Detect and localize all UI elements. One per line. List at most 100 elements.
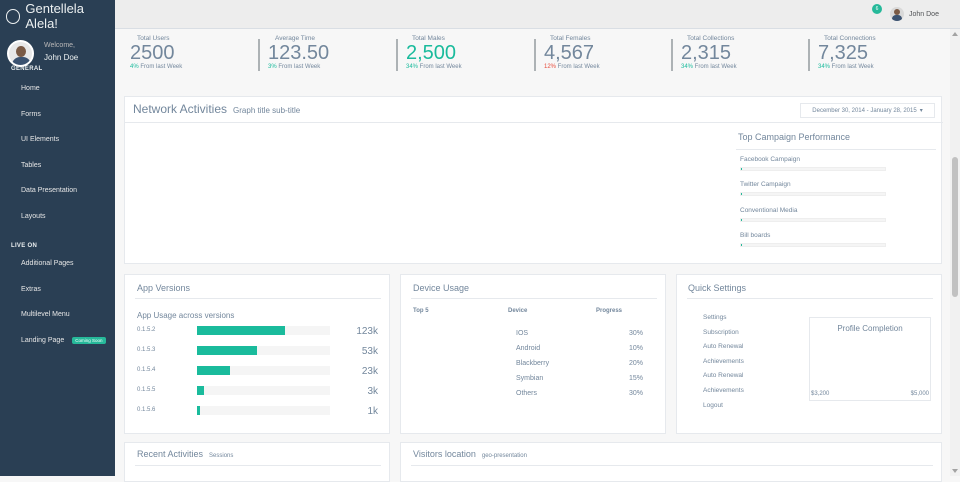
brand-name: Gentellela Alela! [25,1,84,31]
sidebar-item-additional-pages[interactable]: Additional Pages [21,260,74,268]
version-value: 23k [361,366,378,377]
sidebar-item-layouts[interactable]: Layouts [21,212,46,220]
panel-title: Recent Activities Sessions [137,449,234,459]
quick-link-subscription[interactable]: Subscription [703,329,739,336]
campaign-progress [740,192,886,196]
sidebar-item-forms[interactable]: Forms [21,110,41,118]
page-scrollbar[interactable] [950,29,960,476]
col-device: Device [508,308,528,314]
user-avatar [890,7,904,21]
version-value: 123k [356,326,378,337]
campaign-label: Bill boards [740,232,771,239]
device-progress: 20% [629,360,644,367]
top-navigation: 6 John Doe [115,0,960,29]
tile-label: Total Connections [824,35,876,42]
visitors-location-panel: Visitors location geo-presentation [400,442,942,482]
tile-sub: 34% From last Week [681,64,737,70]
tile-label: Total Males [412,35,445,42]
tile-value: 4,567 [544,42,595,64]
tile-sub: 34% From last Week [818,64,874,70]
tile-sub: 34% From last Week [406,64,462,70]
device-name: Blackberry [516,360,550,367]
panel-subtitle: App Usage across versions [137,311,235,320]
sidebar-item-data-presentation[interactable]: Data Presentation [21,187,78,195]
quick-link-achievements[interactable]: Achievements [703,387,744,394]
tile-average-time: Average Time 123.50 3% From last Week [258,32,393,78]
section-live-on: LIVE ON [11,243,38,249]
date-range-picker[interactable]: December 30, 2014 - January 28, 2015 ▾ [800,103,935,118]
sidebar-item-landing-page[interactable]: Landing Page Coming Soon [0,328,115,354]
scroll-up-icon[interactable] [952,32,958,36]
sidebar-item-tables[interactable]: Tables [21,161,42,169]
campaign-progress [740,218,886,222]
tile-label: Total Users [137,35,170,42]
notification-badge[interactable]: 6 [872,4,882,14]
panel-title: Network Activities Graph title sub-title [133,102,301,116]
col-progress: Progress [596,308,623,314]
device-progress: 30% [629,390,644,397]
tile-value: 123.50 [268,42,330,64]
tile-total-females: Total Females 4,567 12% From last Week [534,32,669,78]
panel-title: Device Usage [413,283,470,293]
tile-sub: 12% From last Week [544,64,600,70]
scroll-thumb[interactable] [952,157,958,297]
user-menu[interactable]: John Doe [890,7,939,21]
avatar [7,40,34,67]
version-label: 0.1.5.6 [137,407,156,413]
tile-total-users: Total Users 2500 4% From last Week [122,32,257,78]
campaign-label: Conventional Media [740,207,798,214]
tile-value: 2,315 [681,42,732,64]
version-bar [197,346,330,355]
device-name: Symbian [516,375,544,382]
divider [125,122,943,123]
campaign-progress [740,243,886,247]
gauge-max: $5,000 [910,391,929,397]
sidebar: Gentellela Alela! Welcome, John Doe GENE… [0,0,115,476]
sidebar-item-ui-elements[interactable]: UI Elements [21,136,60,144]
quick-link-achievements[interactable]: Achievements [703,358,744,365]
gauge-min: $3,200 [811,391,830,397]
recent-activities-panel: Recent Activities Sessions [124,442,390,482]
version-label: 0.1.5.5 [137,387,156,393]
sidebar-item-extras[interactable]: Extras [21,285,41,293]
quick-link-logout[interactable]: Logout [703,402,723,409]
version-bar [197,386,330,395]
tile-sub: 4% From last Week [130,64,183,70]
sidebar-item-home[interactable]: Home [21,85,40,93]
quick-link-auto-renewal[interactable]: Auto Renewal [703,372,744,379]
sidebar-item-multilevel-menu[interactable]: Multilevel Menu [21,311,70,319]
campaign-label: Twitter Campaign [740,181,791,188]
panel-title: Quick Settings [688,283,747,293]
welcome-text: Welcome, [44,42,75,49]
tile-label: Average Time [275,35,315,42]
campaign-title: Top Campaign Performance [738,132,851,142]
version-bar [197,366,330,375]
scroll-down-icon[interactable] [952,469,958,473]
divider [411,465,933,466]
section-general: GENERAL [11,66,43,72]
app-versions-panel: App Versions App Usage across versions 0… [124,274,390,434]
divider [736,149,936,150]
version-value: 3k [367,386,378,397]
tile-total-males: Total Males 2,500 34% From last Week [396,32,531,78]
panel-title: Visitors location geo-presentation [413,449,527,459]
device-usage-panel: Device Usage Top 5 Device Progress IOS 3… [400,274,666,434]
tile-sub: 3% From last Week [268,64,321,70]
version-bar [197,406,330,415]
tile-total-connections: Total Connections 7,325 34% From last We… [808,32,943,78]
version-label: 0.1.5.3 [137,347,156,353]
profile-name: John Doe [44,53,79,62]
panel-title: App Versions [137,283,191,293]
sidebar-item-label: Landing Page [21,336,65,344]
quick-link-settings[interactable]: Settings [703,314,727,321]
brand[interactable]: Gentellela Alela! [0,0,115,32]
device-progress: 15% [629,375,644,382]
divider [135,465,381,466]
tile-label: Total Collections [687,35,735,42]
profile: Welcome, John Doe [0,32,115,76]
version-label: 0.1.5.2 [137,327,156,333]
stats-tiles: Total Users 2500 4% From last Week Avera… [122,32,952,80]
quick-link-auto-renewal[interactable]: Auto Renewal [703,343,744,350]
network-activities-panel: Network Activities Graph title sub-title … [124,96,943,264]
tile-value: 2500 [130,42,175,64]
